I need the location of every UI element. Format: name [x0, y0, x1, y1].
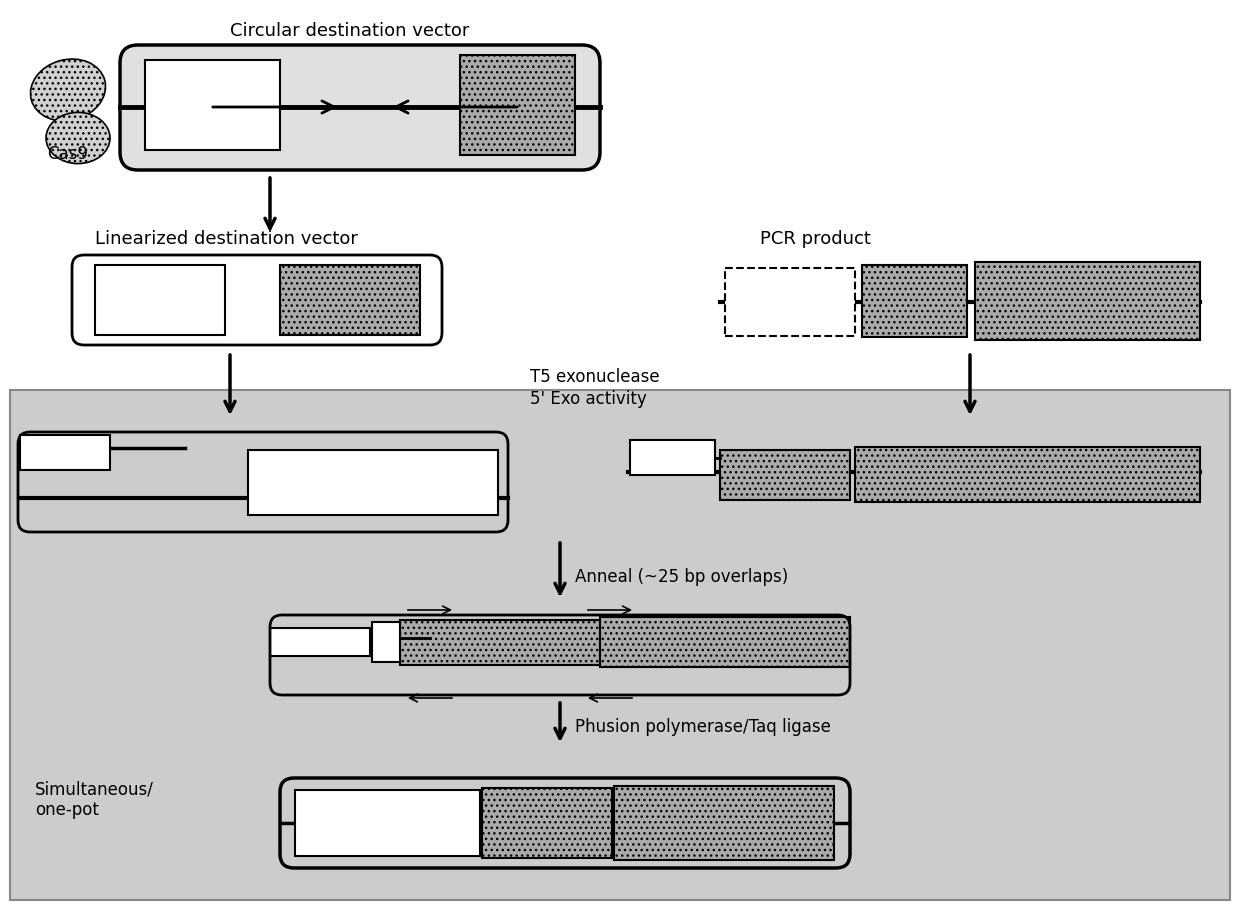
Bar [95, 265, 224, 335]
Bar [600, 617, 849, 667]
Bar [10, 390, 1230, 900]
Text: Phusion polymerase/Taq ligase: Phusion polymerase/Taq ligase [575, 718, 831, 736]
Text: 5' Exo activity: 5' Exo activity [529, 390, 647, 408]
Bar [460, 55, 575, 155]
Ellipse shape [31, 59, 105, 121]
Bar [482, 788, 613, 858]
Bar [630, 440, 715, 475]
Text: Circular destination vector: Circular destination vector [229, 22, 470, 40]
FancyBboxPatch shape [120, 45, 600, 170]
Ellipse shape [46, 112, 110, 164]
Text: Linearized destination vector: Linearized destination vector [95, 230, 358, 248]
Bar [280, 265, 420, 335]
Bar [975, 262, 1200, 340]
Bar [20, 435, 110, 470]
Text: Cas9: Cas9 [47, 145, 88, 163]
Text: T5 exonuclease: T5 exonuclease [529, 368, 660, 386]
Bar [248, 450, 498, 515]
Bar [862, 265, 967, 337]
Bar [614, 786, 835, 860]
Text: Anneal (~25 bp overlaps): Anneal (~25 bp overlaps) [575, 568, 789, 586]
Bar [270, 628, 370, 656]
Bar [856, 447, 1200, 502]
Text: PCR product: PCR product [760, 230, 870, 248]
Bar [401, 620, 600, 665]
Text: Simultaneous/
one-pot: Simultaneous/ one-pot [35, 780, 154, 819]
Bar [145, 60, 280, 150]
Bar [295, 790, 480, 856]
Bar [720, 450, 849, 500]
Bar [372, 622, 401, 662]
Bar [725, 268, 856, 336]
